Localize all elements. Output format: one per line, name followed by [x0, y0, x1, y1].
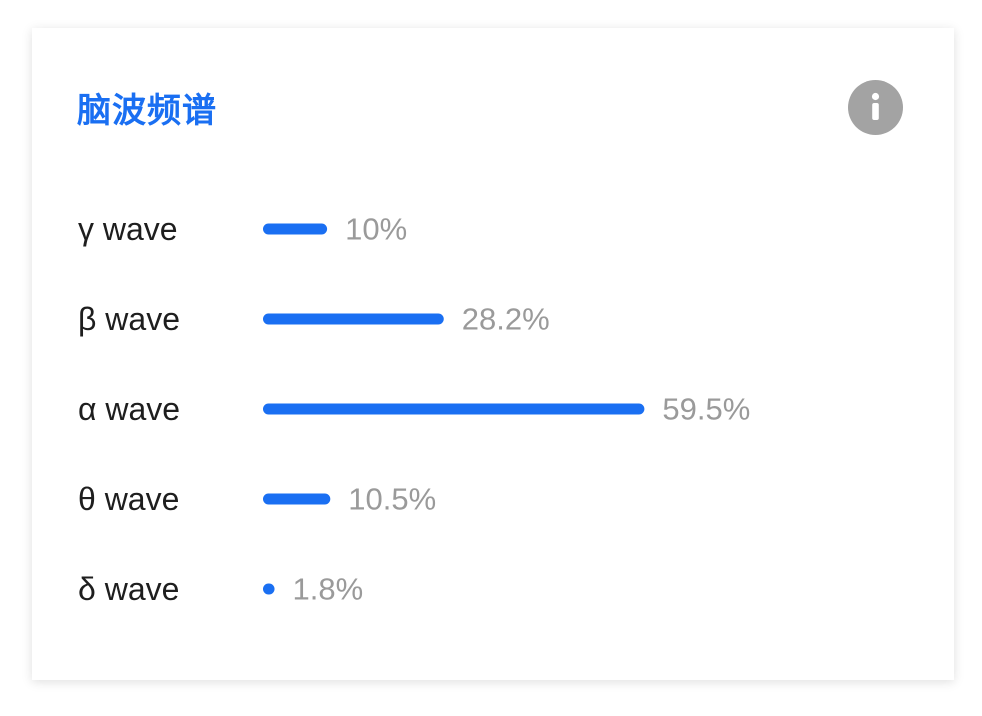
brainwave-bar-chart: γ wave 10% β wave 28.2% α wave 59.5% θ wave 10.… [78, 211, 750, 607]
category-label: β wave [78, 301, 180, 337]
bar [263, 493, 331, 505]
category-label: α wave [78, 391, 180, 427]
info-button[interactable] [848, 80, 903, 135]
info-icon [871, 92, 880, 120]
bar [263, 313, 444, 325]
bar [263, 583, 275, 595]
bar-row: α wave 59.5% [78, 391, 750, 427]
category-label: δ wave [78, 571, 179, 607]
chart-rows: γ wave 10% β wave 28.2% α wave 59.5% θ wave 10.… [78, 211, 750, 607]
value-label: 10% [345, 212, 407, 247]
bar [263, 223, 328, 235]
bar-row: β wave 28.2% [78, 301, 550, 337]
brainwave-spectrum-card: 脑波频谱 γ wave 10% β wave 28.2% α wave 59.5% θ wa… [32, 28, 954, 680]
bar-row: δ wave 1.8% [78, 571, 363, 607]
value-label: 1.8% [293, 572, 364, 607]
value-label: 59.5% [662, 392, 750, 427]
value-label: 10.5% [348, 482, 436, 517]
category-label: θ wave [78, 481, 179, 517]
bar-row: γ wave 10% [78, 211, 407, 247]
value-label: 28.2% [462, 302, 550, 337]
bar-row: θ wave 10.5% [78, 481, 436, 517]
bar [263, 403, 645, 415]
card-title: 脑波频谱 [77, 91, 217, 131]
category-label: γ wave [78, 211, 178, 247]
